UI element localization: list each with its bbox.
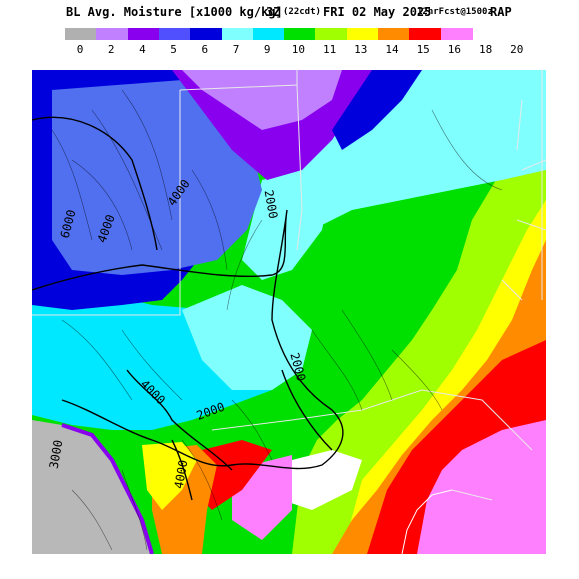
chart-title: BL Avg. Moisture [x1000 kg/kg] 3Z (22cdt… <box>0 5 579 21</box>
region-pink-se <box>417 420 546 554</box>
region-yellow-sw <box>142 442 197 510</box>
legend-tick-label: 15 <box>416 43 430 56</box>
moisture-map: 6000 4000 4000 2000 4000 2000 2000 3000 4000 <box>31 70 547 555</box>
region-slate-blue <box>52 80 262 275</box>
region-purple-edge <box>61 423 154 555</box>
region-lavender-north <box>182 70 342 130</box>
legend-swatch <box>65 28 98 40</box>
contour-label: 3000 <box>47 439 66 470</box>
legend-tick-label: 13 <box>354 43 368 56</box>
legend-swatch <box>252 28 286 40</box>
region-white-patch <box>282 450 362 510</box>
title-hour: 3Z <box>266 5 281 19</box>
contour-label: 2000 <box>262 189 281 220</box>
legend-tick-label: 20 <box>510 43 524 56</box>
legend-tick-label: 6 <box>201 43 209 56</box>
legend-tick-label: 2 <box>107 43 115 56</box>
title-forecast: 12hrFcst@1500z <box>417 7 493 17</box>
legend-tick-label: 9 <box>263 43 271 56</box>
title-product: BL Avg. Moisture [x1000 kg/kg] <box>66 5 283 19</box>
legend-swatch <box>378 28 411 40</box>
title-date: FRI 02 May 2025 <box>323 5 432 19</box>
legend-tick-label: 14 <box>385 43 399 56</box>
title-model: RAP <box>490 5 512 19</box>
legend-tick-label: 7 <box>232 43 240 56</box>
region-cyan-light-center <box>182 285 312 390</box>
color-legend: 0 2 4 5 6 7 9 10 11 13 14 15 16 18 20 <box>0 26 579 58</box>
legend-tick-label: 5 <box>170 43 177 56</box>
legend-tick-label: 0 <box>76 43 84 56</box>
legend-swatch <box>221 28 254 40</box>
contour-label: 4000 <box>172 459 191 490</box>
legend-swatch <box>440 28 473 40</box>
legend-swatch <box>127 28 160 40</box>
region-cyan-light-strip <box>242 170 332 280</box>
county-lines <box>51 89 503 551</box>
legend-swatch <box>96 28 129 40</box>
region-blue-ne <box>332 70 422 150</box>
legend-swatch <box>158 28 192 40</box>
legend-tick-label: 16 <box>447 43 462 56</box>
legend-tick-label: 10 <box>291 43 306 56</box>
legend-swatch <box>190 28 223 40</box>
region-cyan-light-ne <box>272 70 546 260</box>
legend-swatch <box>284 28 317 40</box>
legend-swatch <box>409 28 442 40</box>
title-local-time: (22cdt) <box>283 7 321 17</box>
legend-tick-label: 4 <box>139 43 146 56</box>
contour-lines <box>31 116 344 501</box>
gulf-coastline <box>401 489 453 555</box>
region-terrain-sw <box>32 420 152 554</box>
legend-swatch <box>315 28 348 40</box>
legend-tick-label: 18 <box>478 43 493 56</box>
legend-swatch <box>346 28 379 40</box>
legend-tick-label: 11 <box>322 43 337 56</box>
